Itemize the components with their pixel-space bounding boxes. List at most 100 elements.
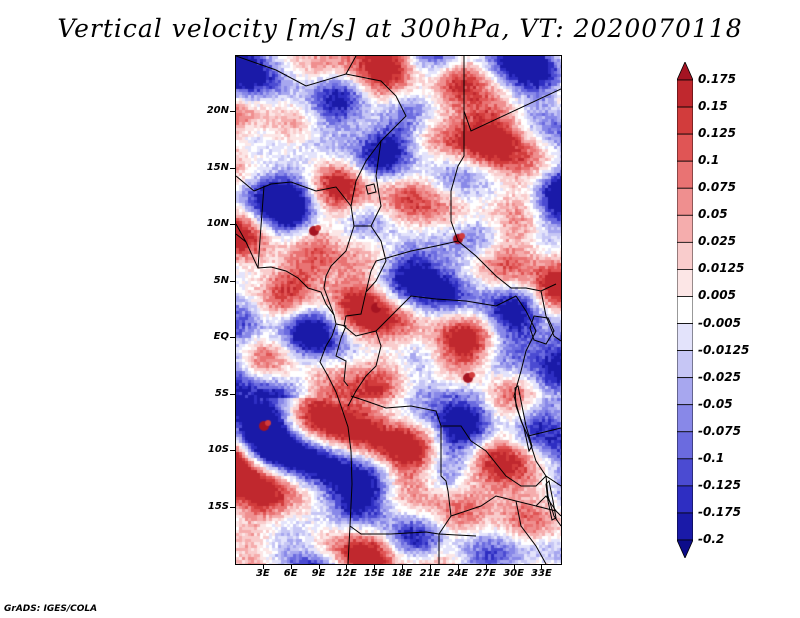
colorbar-level-label: -0.1: [698, 450, 725, 465]
border-angola-namibia: [349, 525, 477, 537]
lon-tick-mark: [430, 564, 431, 569]
colorbar-upper-arrow: [676, 61, 694, 81]
border-malawi: [545, 475, 561, 527]
colorbar-level-label: 0.0125: [698, 261, 745, 276]
map-title: Vertical velocity [m/s] at 300hPa, VT: 2…: [57, 14, 743, 43]
border-north-a: [236, 56, 407, 227]
colorbar-swatch: [676, 323, 694, 351]
colorbar-level-label: 0.1: [698, 153, 720, 168]
lake-chad: [365, 183, 377, 195]
colorbar-level-label: 0.175: [698, 72, 736, 86]
country-borders: [236, 56, 561, 564]
lon-tick-label: 27E: [475, 568, 497, 579]
colorbar-lower-arrow: [676, 539, 694, 559]
colorbar-level-label: -0.075: [698, 423, 741, 438]
border-niger-nigeria: [253, 181, 352, 207]
colorbar-level-label: 0.075: [698, 180, 736, 195]
colorbar-swatch: [676, 485, 694, 514]
border-gabon: [335, 323, 349, 387]
map-panel: [235, 55, 562, 565]
border-zimbabwe: [515, 500, 547, 564]
border-nigeria-cameroon: [323, 225, 355, 316]
lat-tick-label: EQ: [213, 331, 229, 343]
lat-tick-mark: [230, 167, 235, 169]
lon-tick-label: 24E: [447, 568, 469, 579]
colorbar-level-label: 0.125: [698, 126, 736, 141]
lon-tick-mark: [513, 564, 515, 569]
colorbar-swatch: [676, 241, 694, 270]
lat-tick-label: 15S: [207, 500, 229, 512]
colorbar-level-label: 0.005: [698, 288, 736, 303]
lon-tick-label: 3E: [255, 568, 270, 579]
lat-tick-label: 20N: [206, 105, 229, 117]
colorbar-swatch: [676, 350, 694, 379]
border-egypt-sudan: [463, 56, 561, 132]
lon-tick-mark: [346, 564, 348, 569]
lat-tick-label: 5S: [214, 387, 229, 399]
velocity-field: [236, 56, 561, 564]
border-cameroon-car: [365, 240, 557, 293]
lon-tick-label: 6E: [283, 568, 298, 579]
colorbar: [676, 61, 694, 559]
lat-tick-mark: [230, 111, 235, 113]
border-tanzania: [527, 427, 561, 437]
lon-tick-label: 9E: [311, 568, 326, 579]
lat-tick-label: 15N: [206, 161, 229, 173]
colorbar-level-label: 0.05: [698, 207, 728, 222]
border-mali: [236, 175, 255, 192]
colorbar-level-label: 0.025: [698, 234, 736, 249]
colorbar-level-label: -0.05: [698, 396, 733, 411]
grads-credit: GrADS: IGES/COLA: [4, 604, 98, 614]
colorbar-swatch: [676, 269, 694, 297]
lake-victoria: [529, 315, 555, 345]
border-chad-niger: [350, 140, 387, 293]
lat-tick-label: 10S: [207, 444, 229, 456]
lon-tick-mark: [262, 564, 264, 569]
coastline-west: [236, 233, 353, 564]
lon-tick-label: 12E: [336, 568, 357, 579]
colorbar-swatch: [676, 296, 694, 324]
border-ghana: [236, 223, 247, 243]
colorbar-swatch: [676, 160, 694, 189]
border-sudan-chad: [450, 111, 465, 242]
lon-tick-mark: [402, 564, 404, 569]
border-car-congo: [343, 291, 517, 337]
lat-tick-mark: [230, 337, 235, 339]
border-north-b: [345, 56, 357, 75]
colorbar-level-label: -0.005: [698, 315, 741, 330]
colorbar-level-label: -0.0125: [698, 342, 750, 357]
border-angola-zambia: [438, 426, 452, 535]
border-drc-zambia: [470, 440, 547, 487]
lon-tick-mark: [290, 564, 292, 569]
colorbar-swatch: [676, 106, 694, 135]
border-congo-drc: [347, 330, 382, 407]
colorbar-level-label: -0.175: [698, 504, 741, 519]
lon-tick-label: 18E: [391, 568, 413, 579]
colorbar-swatch: [676, 458, 694, 487]
lat-tick-mark: [230, 224, 235, 226]
colorbar-swatch: [676, 431, 694, 460]
border-angola-drc: [350, 395, 472, 442]
colorbar-swatch: [676, 512, 694, 541]
colorbar-swatch: [676, 377, 694, 406]
lon-tick-mark: [318, 564, 320, 569]
border-drc-east: [513, 295, 561, 487]
lon-tick-label: 21E: [419, 568, 441, 579]
colorbar-swatch: [676, 404, 694, 433]
lon-tick-label: 30E: [503, 568, 524, 579]
colorbar-level-label: -0.2: [698, 532, 725, 546]
colorbar-level-label: -0.025: [698, 369, 741, 384]
lat-tick-mark: [230, 506, 235, 508]
lake-malawi: [545, 479, 557, 521]
lon-tick-mark: [485, 564, 487, 569]
lon-tick-label: 33E: [531, 568, 552, 579]
lat-tick-label: 10N: [206, 218, 229, 230]
lon-tick-label: 15E: [363, 568, 385, 579]
lat-tick-mark: [230, 450, 235, 452]
border-benin: [257, 185, 265, 269]
border-zambia-south: [450, 495, 557, 517]
border-mozambique: [535, 505, 561, 517]
colorbar-level-label: -0.125: [698, 477, 741, 492]
lon-tick-mark: [457, 564, 459, 569]
colorbar-swatch: [676, 133, 694, 162]
